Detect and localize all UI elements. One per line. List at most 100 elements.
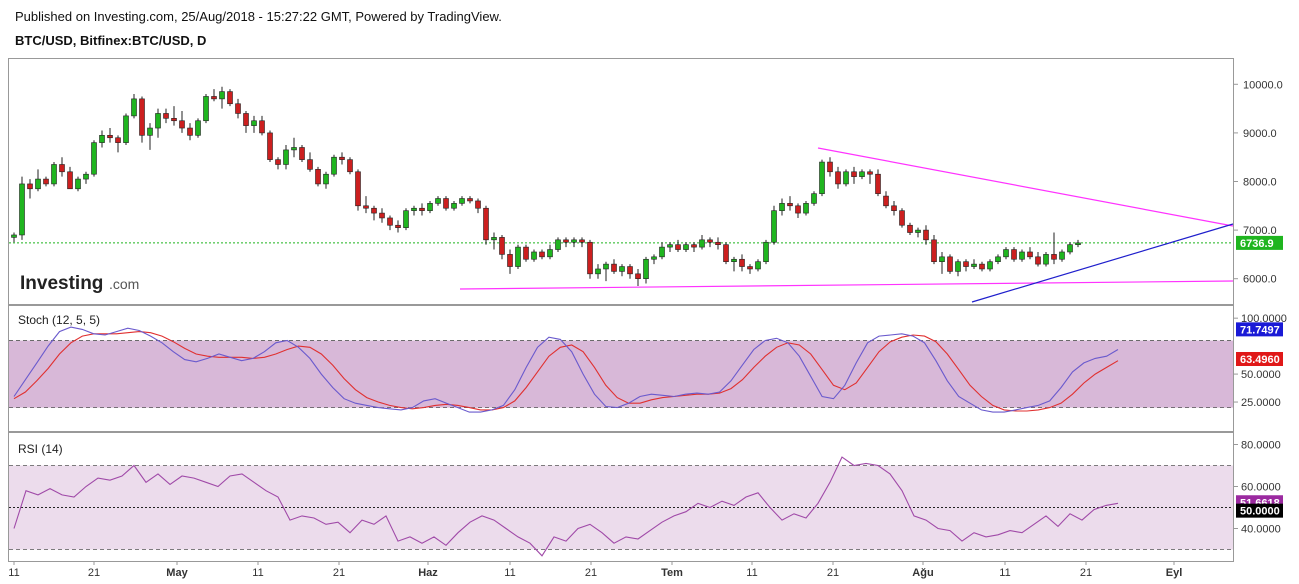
trend-line-rising[interactable] [971, 223, 1234, 303]
stoch-k-line [13, 326, 1119, 413]
candle-body [531, 251, 537, 260]
candle-body [11, 234, 17, 238]
symbol-title: BTC/USD, Bitfinex:BTC/USD, D [15, 33, 207, 48]
candle-body [115, 137, 121, 143]
candle-body [259, 120, 265, 134]
trend-line-support[interactable] [459, 280, 1234, 290]
price-tick-label: 7000.0 [1243, 225, 1277, 237]
stoch-d-tag: 63.4960 [1240, 354, 1280, 366]
candle-body [627, 266, 633, 275]
x-tick-label: Haz [418, 567, 438, 579]
candle-body [67, 171, 73, 190]
candle-body [603, 263, 609, 270]
candle-body [355, 171, 361, 207]
indicator-tick-label: 25.0000 [1241, 397, 1281, 409]
candle-body [475, 200, 481, 209]
candle-body [907, 224, 913, 233]
candle-body [995, 256, 1001, 262]
candle-body [739, 258, 745, 267]
candle-body [347, 159, 353, 173]
stoch-band [9, 340, 1233, 408]
rsi-lines [13, 456, 1119, 557]
candle-body [363, 205, 369, 209]
candle-body [539, 251, 545, 258]
candle-body [323, 173, 329, 185]
trend-line-upper[interactable] [817, 147, 1234, 227]
x-tick-label: 11 [504, 567, 515, 579]
y-axis-ticks: 10000.0 9000.0 8000.0 7000.0 6000.0 100.0000 5… [1233, 79, 1287, 536]
published-line: Published on Investing.com, 25/Aug/2018 … [15, 9, 502, 24]
candle-body [299, 147, 305, 160]
candle-body [427, 203, 433, 211]
candle-body [483, 207, 489, 241]
candle-body [443, 198, 449, 209]
candle-body [451, 203, 457, 209]
candles [11, 86, 1081, 286]
candle-body [459, 198, 465, 204]
indicator-tick-label: 80.0000 [1241, 440, 1281, 452]
candle-body [635, 273, 641, 279]
logo-suffix: .com [109, 276, 139, 292]
candle-body [91, 142, 97, 175]
candle-body [331, 156, 337, 175]
x-tick-label: 21 [585, 567, 597, 579]
candle-body [491, 237, 497, 241]
price-tick-label: 8000.0 [1243, 177, 1277, 189]
candle-body [699, 239, 705, 248]
current-price-tag: 6736.9 [1240, 238, 1274, 250]
candle-body [123, 115, 129, 143]
candle-body [931, 239, 937, 262]
candle-body [843, 171, 849, 185]
candle-body [395, 224, 401, 228]
logo-main: Investing [20, 273, 103, 294]
candle-body [515, 246, 521, 267]
candle-body [731, 258, 737, 262]
indicator-tick-label: 50.0000 [1241, 369, 1281, 381]
indicator-tick-label: 40.0000 [1241, 524, 1281, 536]
candle-body [275, 159, 281, 165]
candle-body [171, 118, 177, 122]
candle-body [251, 120, 257, 126]
x-tick-label: 11 [8, 567, 19, 579]
candle-body [179, 120, 185, 129]
x-tick-label: Ağu [912, 567, 933, 579]
candle-body [723, 244, 729, 262]
candle-body [1067, 244, 1073, 253]
investing-logo: Investing .com [20, 273, 139, 294]
candle-body [219, 91, 225, 100]
candle-body [371, 207, 377, 214]
candle-body [803, 203, 809, 214]
rsi-title: RSI (14) [18, 442, 63, 456]
candle-body [27, 183, 33, 190]
candle-body [683, 244, 689, 250]
candle-body [1003, 249, 1009, 258]
candle-body [315, 169, 321, 185]
candle-body [499, 237, 505, 255]
trend-lines [459, 147, 1234, 303]
candle-body [1051, 254, 1057, 260]
candle-body [35, 178, 41, 190]
candle-body [875, 173, 881, 194]
candle-body [1019, 251, 1025, 260]
candle-body [411, 207, 417, 211]
candle-body [691, 244, 697, 248]
candle-body [779, 203, 785, 211]
current-price-tag-bg [1236, 235, 1283, 250]
candle-body [307, 159, 313, 170]
candle-body [547, 249, 553, 258]
candle-body [99, 135, 105, 143]
candle-body [747, 266, 753, 270]
candle-body [467, 198, 473, 202]
candle-body [131, 98, 137, 117]
candle-body [667, 244, 673, 248]
candle-body [419, 207, 425, 211]
rsi-pane-frame [8, 432, 1234, 562]
candle-body [1043, 254, 1049, 265]
candle-body [523, 246, 529, 260]
stoch-k-tag: 71.7497 [1240, 324, 1280, 336]
candle-body [107, 135, 113, 139]
x-tick-label: May [166, 567, 188, 579]
candle-body [899, 210, 905, 226]
